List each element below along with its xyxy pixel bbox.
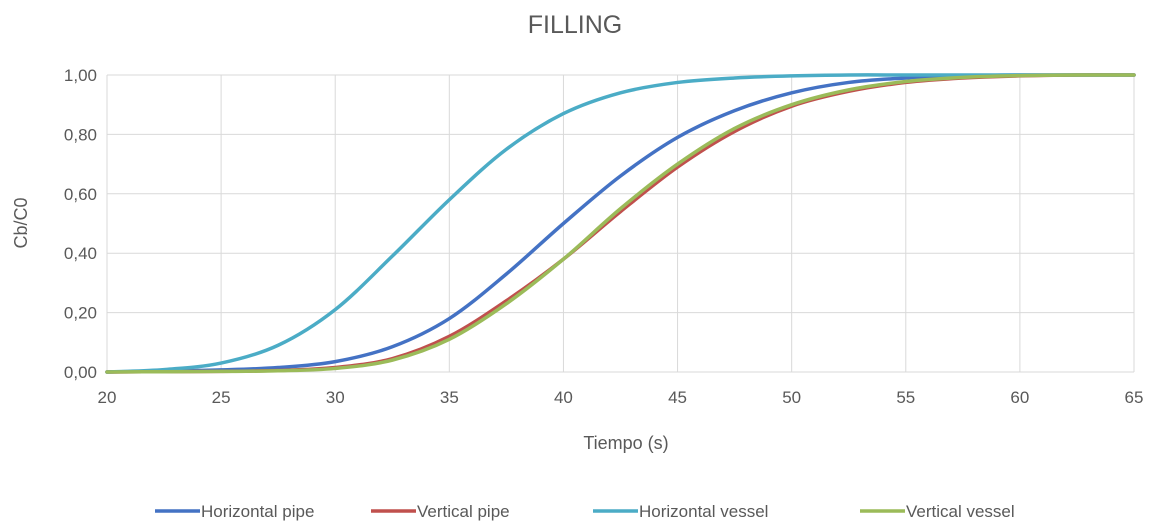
- x-axis-label: Tiempo (s): [583, 433, 668, 453]
- legend-label: Vertical vessel: [906, 502, 1015, 521]
- series-line-horizontal-vessel: [105, 73, 1136, 374]
- x-tick-label: 35: [440, 388, 459, 407]
- x-tick-label: 55: [896, 388, 915, 407]
- series-line-vertical-pipe: [105, 73, 1136, 374]
- x-tick-label: 20: [98, 388, 117, 407]
- x-tick-label: 40: [554, 388, 573, 407]
- x-tick-label: 60: [1010, 388, 1029, 407]
- legend-item-vertical-vessel: Vertical vessel: [860, 502, 1015, 521]
- y-tick-label: 0,40: [64, 244, 97, 263]
- y-tick-label: 0,80: [64, 125, 97, 144]
- series-lines: [105, 73, 1136, 374]
- x-tick-label: 30: [326, 388, 345, 407]
- legend: Horizontal pipe Vertical pipe Horizontal v…: [155, 502, 1015, 521]
- gridlines: [106, 74, 1135, 373]
- y-tick-label: 0,20: [64, 304, 97, 323]
- y-tick-label: 0,00: [64, 363, 97, 382]
- series-line-vertical-vessel: [105, 73, 1136, 374]
- y-tick-label: 1,00: [64, 66, 97, 85]
- legend-item-horizontal-vessel: Horizontal vessel: [593, 502, 768, 521]
- x-tick-label: 65: [1125, 388, 1144, 407]
- y-axis-label: Cb/C0: [11, 197, 31, 248]
- legend-label: Horizontal pipe: [201, 502, 314, 521]
- x-tick-label: 45: [668, 388, 687, 407]
- legend-label: Horizontal vessel: [639, 502, 768, 521]
- x-tick-label: 50: [782, 388, 801, 407]
- y-tick-label: 0,60: [64, 185, 97, 204]
- legend-item-vertical-pipe: Vertical pipe: [371, 502, 510, 521]
- legend-label: Vertical pipe: [417, 502, 510, 521]
- chart-title: FILLING: [528, 11, 622, 39]
- series-line-horizontal-pipe: [105, 73, 1136, 374]
- x-tick-label: 25: [212, 388, 231, 407]
- legend-item-horizontal-pipe: Horizontal pipe: [155, 502, 314, 521]
- tick-labels: 20 25 30 35 40 45 50 55 60 65 0,00 0,20 0,40 0,60 0,80…: [64, 66, 1144, 407]
